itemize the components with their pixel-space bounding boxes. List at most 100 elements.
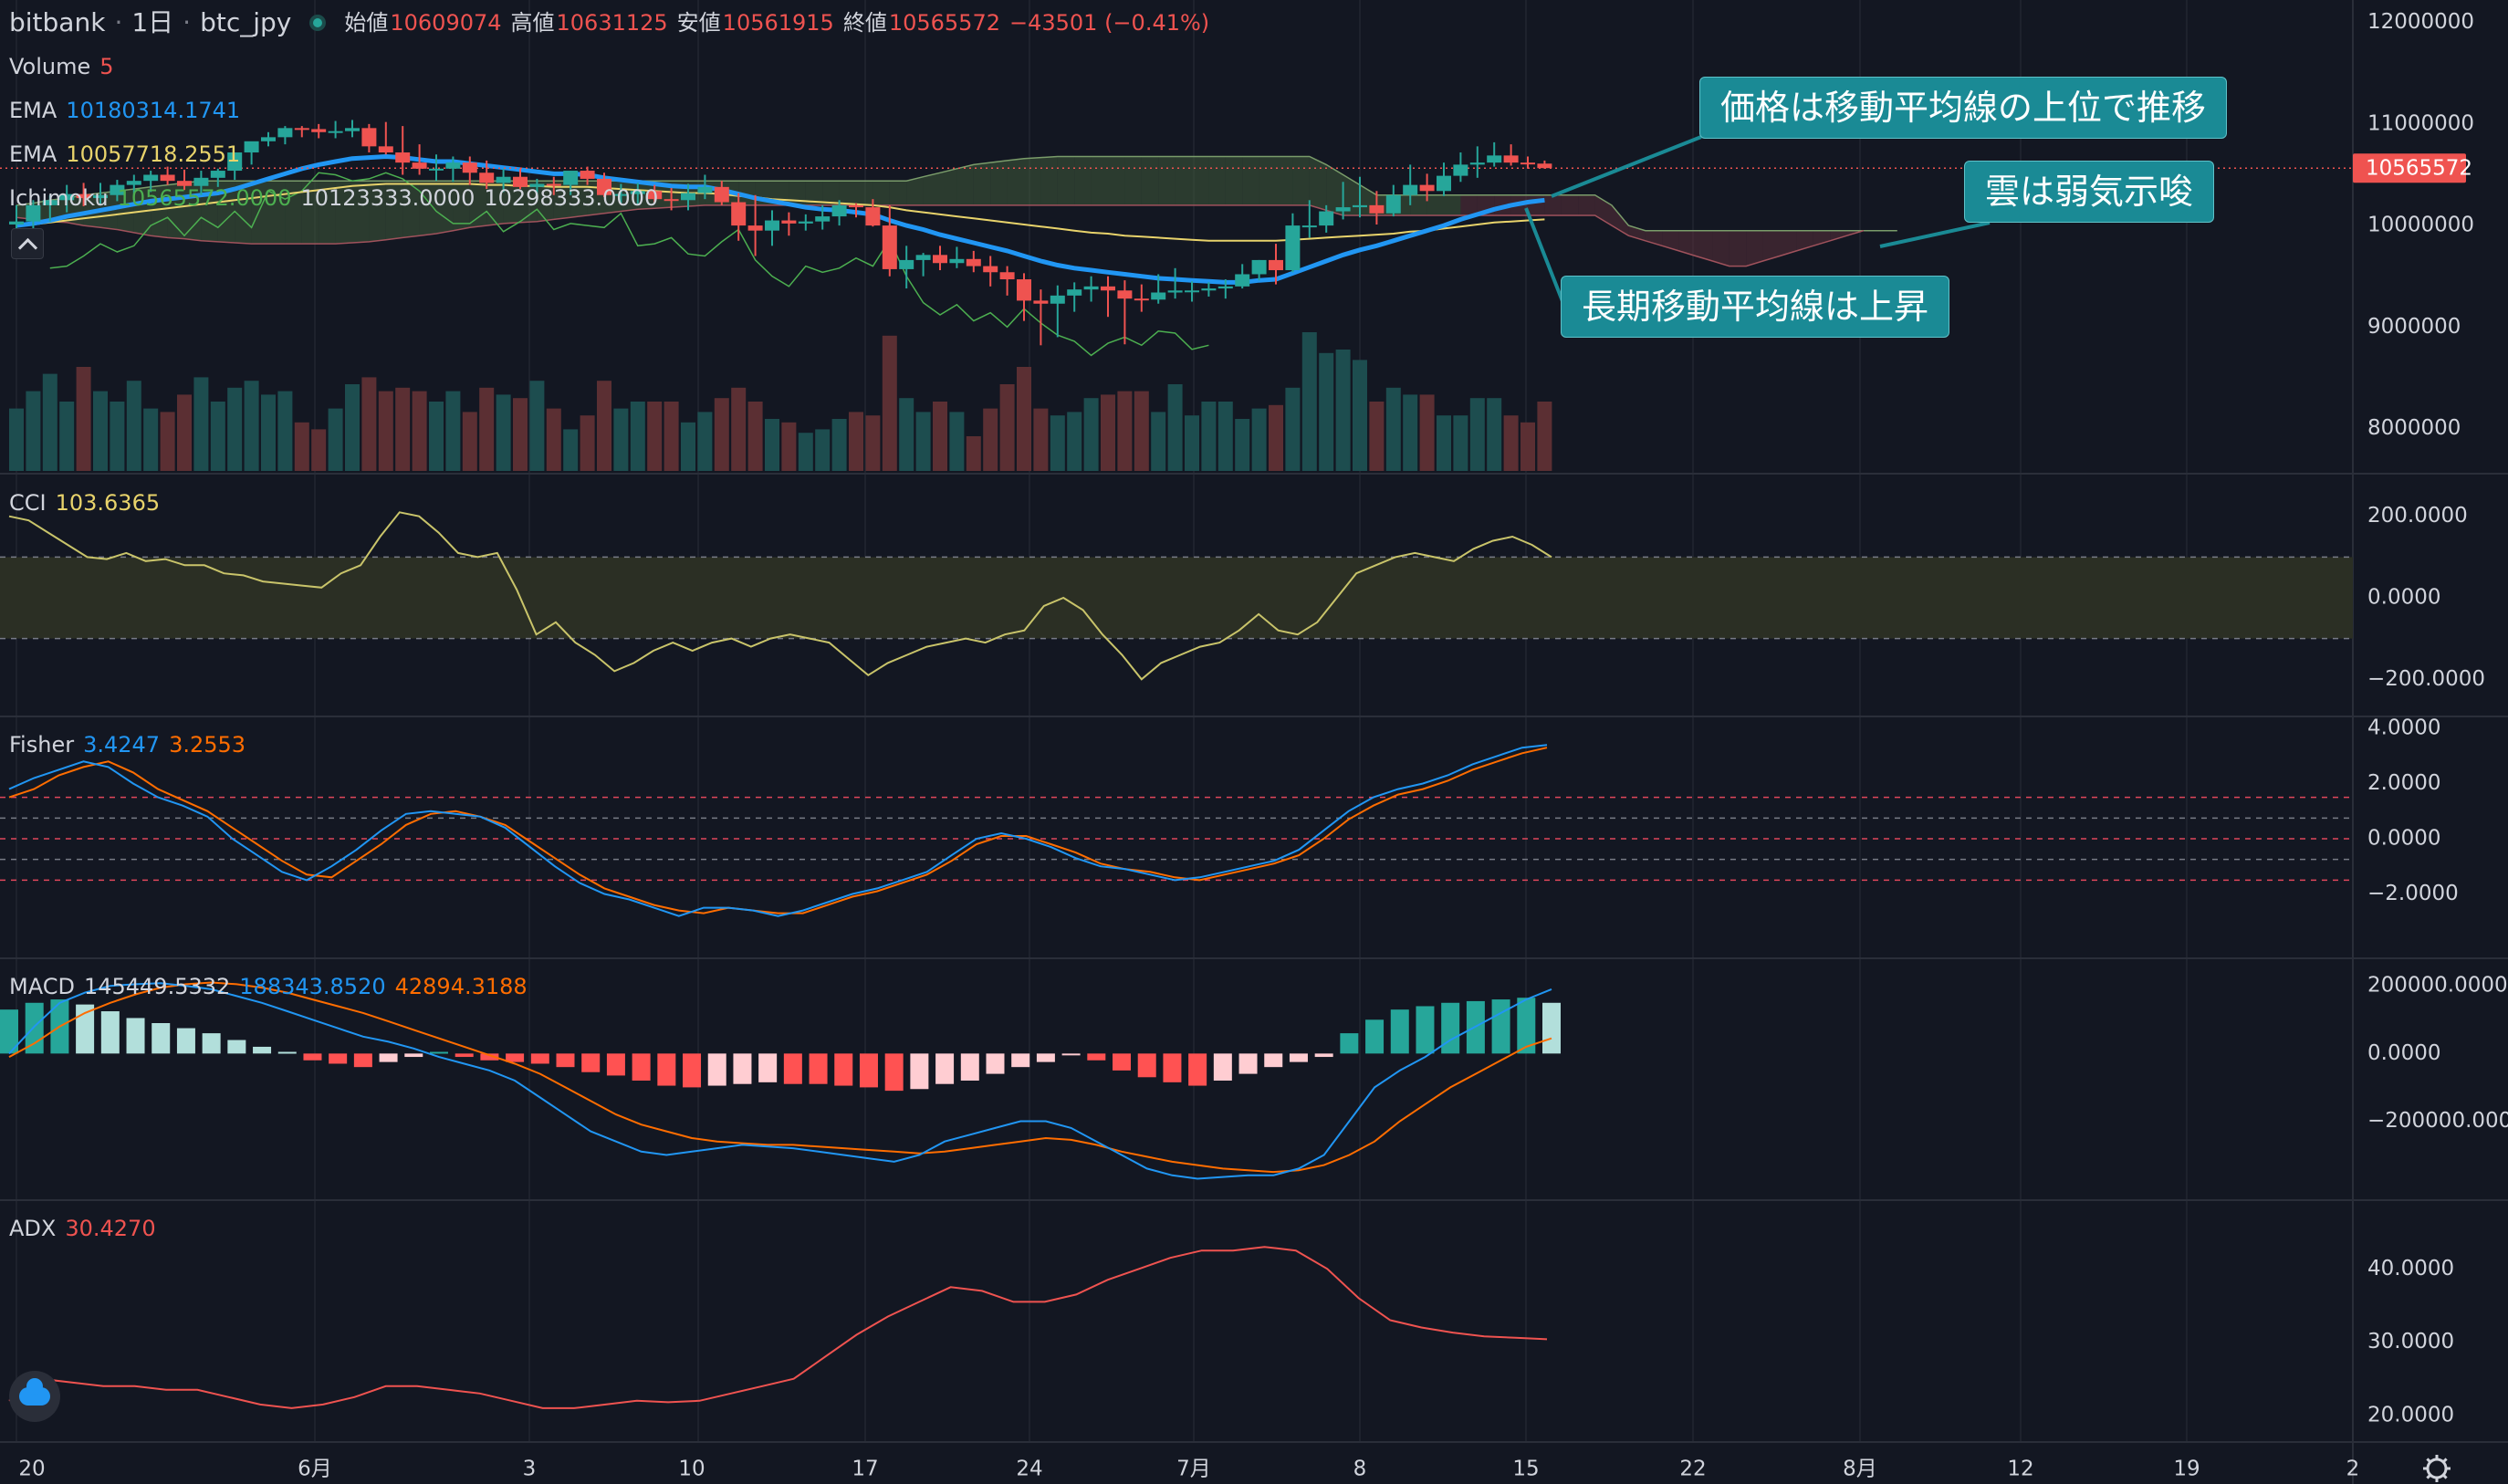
close-value: 10565572 <box>888 10 1000 36</box>
macd-histogram-bar <box>783 1053 802 1084</box>
cci-tick-label: 200.0000 <box>2367 504 2468 528</box>
kumo-segment <box>1309 156 1327 211</box>
symbol-header[interactable]: bitbank · 1日 · btc_jpy 始値 10609074 高値 10… <box>9 7 1210 37</box>
kumo-segment <box>1460 194 1478 215</box>
volume-bar <box>1285 387 1301 471</box>
close-label: 終値 <box>842 10 887 36</box>
volume-bar <box>1403 394 1418 471</box>
candle-body <box>395 152 411 163</box>
kumo-segment <box>1830 230 1847 241</box>
low-value: 10561915 <box>722 10 834 36</box>
macd-histogram-bar <box>1137 1053 1156 1078</box>
macd-histogram-bar <box>1163 1053 1182 1082</box>
macd-histogram-bar <box>606 1053 625 1076</box>
macd-histogram-bar <box>581 1053 601 1072</box>
candle-body <box>613 193 629 196</box>
kumo-segment <box>1813 230 1831 246</box>
collapse-legend-button[interactable] <box>11 228 44 259</box>
volume-bar <box>1067 412 1082 471</box>
ema-fast-legend[interactable]: EMA 10180314.1741 <box>9 97 240 124</box>
macd-histogram-bar <box>556 1053 575 1068</box>
volume-bar <box>395 387 411 471</box>
macd-legend[interactable]: MACD 145449.5332 188343.8520 42894.3188 <box>9 973 528 1000</box>
volume-bar <box>445 391 461 471</box>
kumo-segment <box>1645 230 1663 246</box>
candle-body <box>445 162 461 169</box>
macd-histogram-bar <box>884 1053 904 1092</box>
candle-body <box>580 171 595 179</box>
volume-bar <box>42 373 57 471</box>
cci-band <box>0 557 2353 639</box>
symbol-label[interactable]: btc_jpy <box>200 7 292 37</box>
volume-bar <box>546 408 561 471</box>
macd-histogram-bar <box>530 1053 549 1064</box>
cloud-logo-icon <box>19 1378 50 1406</box>
annotation-price-above-ma[interactable]: 価格は移動平均線の上位で推移 <box>1699 77 2228 139</box>
annotation-long-ma-rising[interactable]: 長期移動平均線は上昇 <box>1561 276 1950 338</box>
volume-bars <box>9 332 1552 471</box>
annotation-bearish-cloud[interactable]: 雲は弱気示唆 <box>1964 161 2215 223</box>
volume-legend[interactable]: Volume 5 <box>9 53 114 80</box>
volume-bar <box>597 381 611 471</box>
ema-slow-legend-value: 10057718.2551 <box>66 141 241 167</box>
macd-histogram-bar <box>1238 1053 1258 1074</box>
x-tick-label: 22 <box>1679 1458 1706 1481</box>
kumo-segment <box>570 181 588 218</box>
interval-label[interactable]: 1日 <box>131 7 174 37</box>
candle-body <box>1117 290 1133 299</box>
volume-bar <box>1385 387 1401 471</box>
kumo-segment <box>856 181 873 205</box>
x-tick-label: 19 <box>2173 1458 2200 1481</box>
macd-legend-value-1: 145449.5332 <box>83 974 231 999</box>
volume-legend-value: 5 <box>99 54 114 79</box>
macd-histogram-bar <box>506 1053 525 1062</box>
ichimoku-legend-value-1: 10565572.0000 <box>117 185 292 211</box>
volume-bar <box>1269 404 1283 471</box>
candle-body <box>210 171 225 178</box>
macd-histogram-bar <box>1416 1006 1435 1054</box>
kumo-segment <box>1192 156 1209 205</box>
kumo-segment <box>1074 156 1092 205</box>
candle-body <box>1151 292 1166 300</box>
volume-bar <box>1251 408 1267 471</box>
ichimoku-legend-label: Ichimoku <box>9 185 109 211</box>
candle-body <box>59 193 75 201</box>
tradingview-logo[interactable] <box>9 1371 60 1422</box>
candle-body <box>849 204 863 208</box>
candle-body <box>227 152 243 172</box>
x-tick-label: 24 <box>1016 1458 1042 1481</box>
ema-slow-legend[interactable]: EMA 10057718.2551 <box>9 141 240 168</box>
candle-body <box>815 216 831 222</box>
kumo-segment <box>1007 158 1024 205</box>
volume-bar <box>781 422 797 471</box>
fisher-tick-label: 0.0000 <box>2367 827 2440 851</box>
adx-legend[interactable]: ADX 30.4270 <box>9 1215 156 1242</box>
macd-histogram-bar <box>202 1033 221 1054</box>
macd-histogram-bar <box>1491 999 1510 1054</box>
fisher-line <box>8 744 1548 917</box>
ichimoku-legend[interactable]: Ichimoku 10565572.0000 10123333.0000 102… <box>9 184 658 212</box>
macd-legend-label: MACD <box>9 974 75 999</box>
volume-bar <box>831 419 847 471</box>
candle-body <box>378 146 393 153</box>
macd-histogram-bar <box>329 1053 348 1064</box>
volume-bar <box>26 391 41 471</box>
fisher-legend[interactable]: Fisher 3.4247 3.2553 <box>9 731 246 758</box>
macd-histogram-bar <box>404 1053 423 1058</box>
macd-histogram-bar <box>935 1053 955 1084</box>
kumo-segment <box>805 181 823 205</box>
volume-bar <box>294 422 309 471</box>
fisher-legend-label: Fisher <box>9 732 75 758</box>
macd-histogram-bar <box>1390 1009 1409 1054</box>
indicator-lines <box>0 511 2353 1409</box>
candle-body <box>915 255 931 260</box>
volume-bar <box>462 412 477 471</box>
volume-bar <box>999 384 1015 471</box>
chevron-up-icon <box>17 237 37 257</box>
kumo-segment <box>973 162 991 205</box>
volume-bar <box>76 367 91 471</box>
cci-legend[interactable]: CCI 103.6365 <box>9 489 160 517</box>
kumo-segment <box>117 189 134 233</box>
ema-fast-legend-value: 10180314.1741 <box>66 98 241 123</box>
